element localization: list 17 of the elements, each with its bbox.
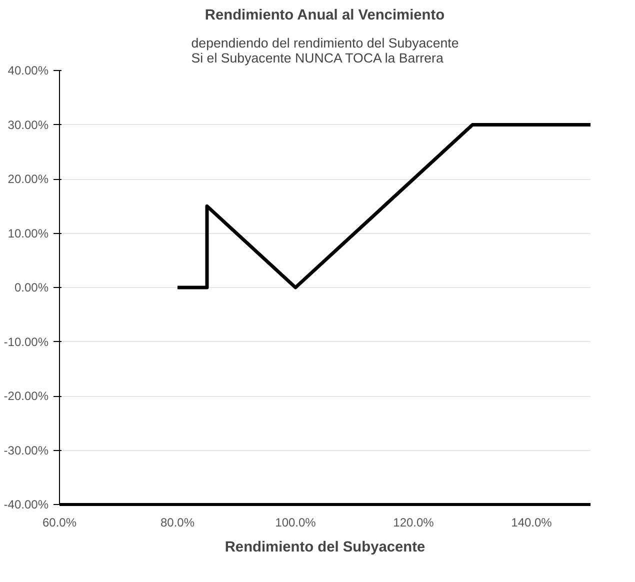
x-tick-label: 60.0% (42, 516, 77, 530)
y-tick-label: -10.00% (4, 334, 49, 349)
x-tick-label: 140.0% (511, 516, 552, 530)
y-tick-label: -30.00% (4, 443, 49, 458)
x-tick-label: 80.0% (160, 516, 195, 530)
y-tick-label: 30.00% (8, 118, 49, 132)
y-tick-label: 40.00% (8, 64, 49, 78)
y-tick-label: 10.00% (8, 226, 49, 240)
x-axis-title: Rendimiento del Subyacente (224, 540, 426, 556)
y-tick-label: -40.00% (4, 498, 49, 512)
chart-title: Rendimiento Anual al Vencimiento (204, 8, 445, 24)
y-tick-label: 20.00% (8, 172, 49, 186)
y-tick-label: -20.00% (4, 389, 49, 403)
y-tick-label: 0.00% (14, 280, 49, 294)
chart-subtitle: dependiendo del rendimiento del Subyacente Si el Subyacente NUNCA TOCA la Barrera (191, 36, 459, 66)
x-tick-label: 100.0% (275, 516, 316, 530)
x-tick-label: 120.0% (393, 516, 434, 530)
